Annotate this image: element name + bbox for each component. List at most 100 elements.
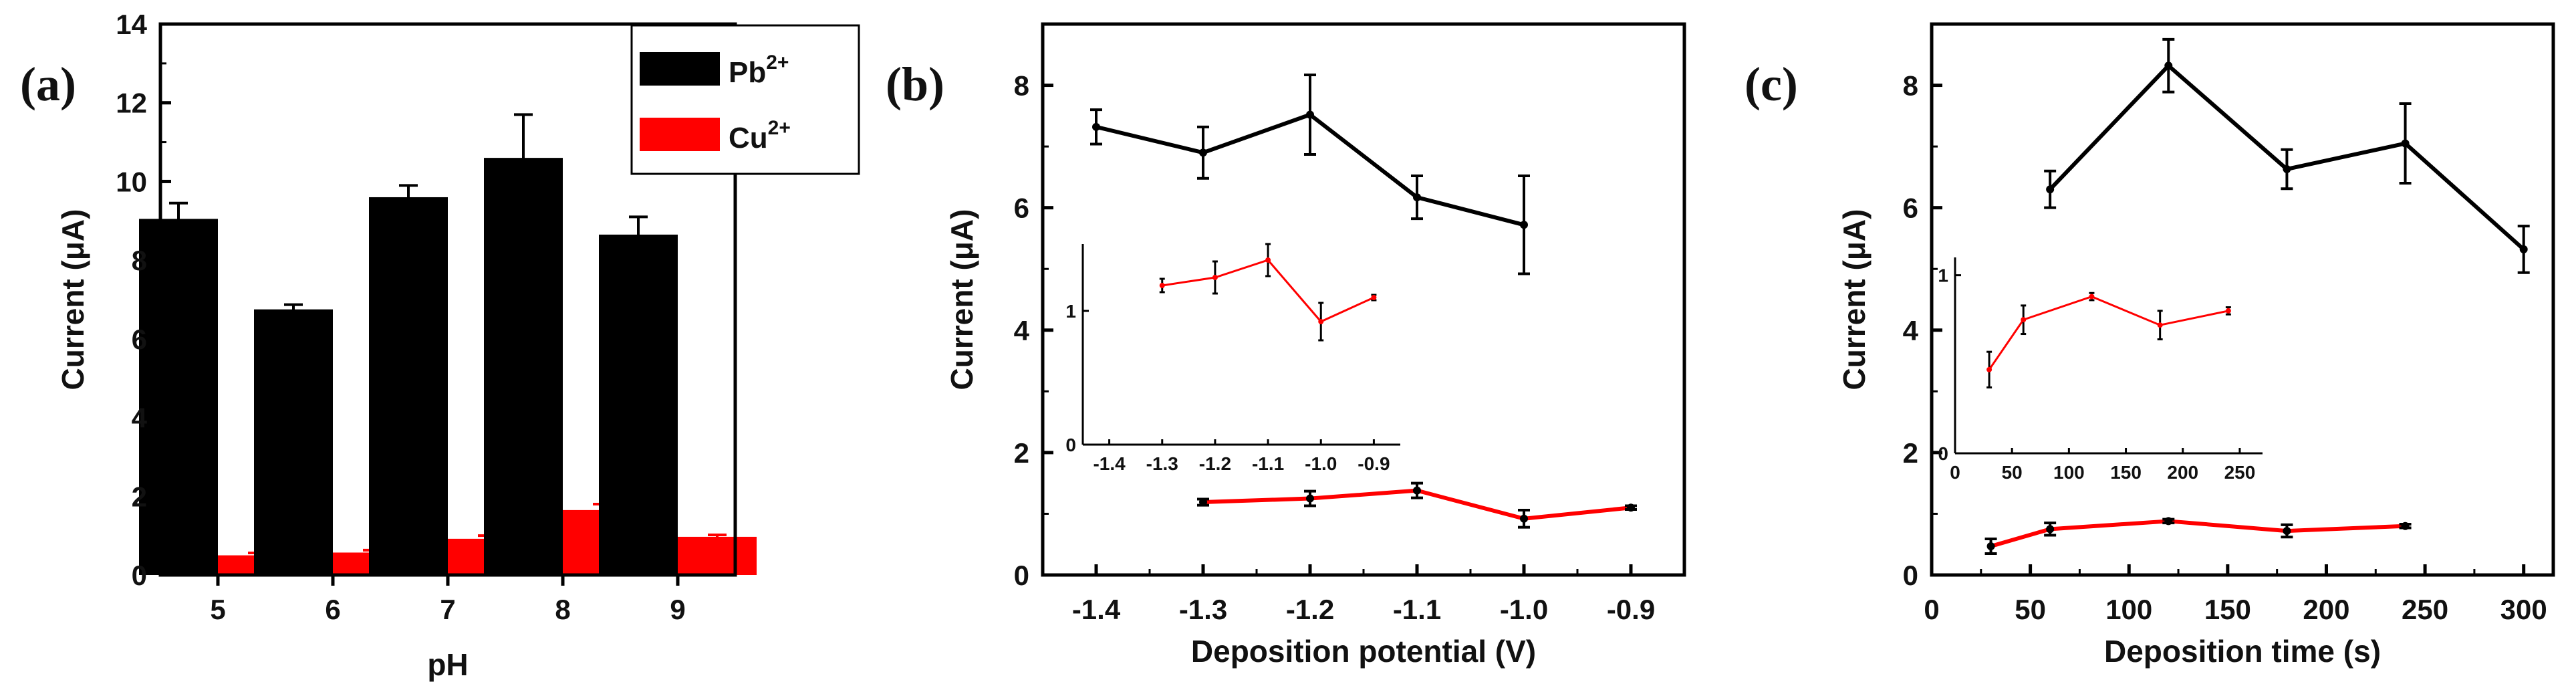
inset-x-tick-label-b--0.9: -0.9 [1358, 453, 1390, 474]
y-tick-label-c-0: 0 [1903, 560, 1918, 591]
data-point-cu-c-1 [2046, 525, 2055, 534]
plot-frame-b [1041, 22, 1686, 577]
inset-data-point-c-2 [2089, 294, 2095, 300]
x-tick-label-a-5: 5 [210, 594, 225, 625]
inset-y-tick-label-b-1: 1 [1065, 301, 1076, 322]
x-tick-label-c-300: 300 [2500, 594, 2547, 625]
legend-a: Pb2+ Cu2+ [630, 24, 860, 175]
inset-data-point-c-3 [2157, 322, 2163, 328]
y-axis-title-b: Current (μA) [944, 209, 979, 390]
y-tick-label-a-14: 14 [116, 9, 147, 40]
inset-x-tick-label-b--1.1: -1.1 [1252, 453, 1284, 474]
inset-data-point-b-1 [1212, 275, 1218, 280]
panel-label-a: (a) [20, 57, 76, 111]
legend-label-cu: Cu2+ [729, 117, 791, 154]
y-tick-label-c-4: 4 [1903, 315, 1919, 346]
x-axis-title-b: Deposition potential (V) [1191, 634, 1536, 669]
x-tick-label-b--1.0: -1.0 [1500, 594, 1548, 625]
x-tick-label-c-200: 200 [2303, 594, 2349, 625]
x-tick-label-b--1.2: -1.2 [1286, 594, 1334, 625]
y-tick-label-a-6: 6 [132, 324, 147, 355]
data-point-pb-b-2 [1306, 110, 1314, 119]
data-point-pb-b-1 [1199, 148, 1207, 157]
panel-label-b: (b) [886, 57, 944, 111]
inset-x-tick-label-c-50: 50 [2002, 462, 2023, 483]
bar-pb-5 [139, 219, 218, 575]
data-point-pb-b-4 [1520, 221, 1528, 229]
data-point-pb-c-3 [2401, 139, 2410, 148]
bar-pb-9 [599, 234, 678, 575]
data-point-pb-c-1 [2164, 62, 2173, 70]
data-point-cu-c-2 [2164, 517, 2173, 526]
data-point-cu-c-3 [2283, 527, 2291, 536]
y-tick-label-c-8: 8 [1903, 70, 1918, 102]
y-tick-label-a-10: 10 [116, 166, 147, 197]
data-point-cu-b-1 [1306, 494, 1314, 503]
data-point-pb-c-0 [2046, 185, 2055, 194]
x-axis-title-c: Deposition time (s) [2104, 634, 2381, 669]
y-axis-title-a: Current (μA) [55, 209, 90, 390]
y-tick-label-c-2: 2 [1903, 437, 1918, 469]
x-tick-label-b--1.4: -1.4 [1072, 594, 1121, 625]
inset-data-point-c-1 [2021, 317, 2027, 323]
x-tick-label-a-6: 6 [325, 594, 340, 625]
legend-swatch-pb [640, 52, 720, 86]
legend-swatch-cu [640, 118, 720, 151]
data-point-cu-b-3 [1520, 514, 1528, 523]
data-point-cu-b-4 [1627, 503, 1635, 512]
inset-x-tick-label-b--1.2: -1.2 [1199, 453, 1231, 474]
bar-pb-7 [369, 197, 448, 575]
inset-x-tick-label-b--1.3: -1.3 [1146, 453, 1178, 474]
legend-label-sup: 2+ [766, 51, 789, 74]
inset-b: 0 1 -1.4 -1.3 -1.2 -1.1 -1.0 -0.9 [1065, 243, 1400, 474]
y-tick-label-b-8: 8 [1014, 70, 1029, 102]
legend-label-sup: 2+ [768, 117, 791, 139]
x-tick-label-c-100: 100 [2105, 594, 2152, 625]
panel-label-c: (c) [1745, 57, 1798, 111]
inset-x-tick-label-c-0: 0 [1950, 462, 1960, 483]
bar-cu-9 [678, 536, 757, 575]
inset-x-tick-label-c-150: 150 [2110, 462, 2142, 483]
data-point-cu-c-4 [2401, 522, 2410, 530]
inset-data-point-b-2 [1265, 257, 1271, 263]
y-tick-label-b-6: 6 [1014, 193, 1029, 224]
inset-x-tick-label-b--1.4: -1.4 [1093, 453, 1126, 474]
y-tick-label-a-12: 12 [116, 88, 147, 119]
inset-data-point-b-0 [1159, 283, 1165, 288]
data-point-pb-c-4 [2519, 245, 2528, 253]
x-tick-label-c-50: 50 [2015, 594, 2046, 625]
plot-frame-c [1930, 22, 2555, 577]
series-line-cu-c [1990, 519, 2406, 548]
data-point-pb-b-0 [1092, 122, 1100, 131]
inset-y-tick-label-b-0: 0 [1065, 435, 1076, 455]
data-point-cu-b-0 [1199, 498, 1207, 507]
x-tick-label-b--0.9: -0.9 [1607, 594, 1655, 625]
x-tick-label-c-250: 250 [2402, 594, 2448, 625]
x-tick-label-b--1.3: -1.3 [1179, 594, 1227, 625]
legend-label-pb: Pb2+ [729, 51, 789, 89]
y-tick-label-a-4: 4 [132, 402, 148, 434]
inset-data-point-c-0 [1986, 366, 1992, 372]
inset-data-point-b-3 [1318, 319, 1324, 324]
data-point-cu-c-0 [1986, 542, 1995, 550]
data-point-pb-b-3 [1413, 193, 1421, 202]
x-tick-label-a-9: 9 [670, 594, 685, 625]
inset-data-point-b-4 [1371, 295, 1377, 300]
y-tick-label-b-4: 4 [1014, 315, 1030, 346]
inset-x-tick-label-c-250: 250 [2224, 462, 2256, 483]
inset-y-tick-label-c-0: 0 [1938, 443, 1948, 464]
y-tick-label-b-0: 0 [1014, 560, 1029, 591]
inset-x-tick-label-b--1.0: -1.0 [1305, 453, 1337, 474]
bar-pb-6 [254, 309, 333, 575]
y-tick-label-a-0: 0 [132, 560, 147, 591]
data-point-pb-c-2 [2283, 164, 2291, 173]
y-axis-title-c: Current (μA) [1837, 209, 1872, 390]
y-tick-label-b-2: 2 [1014, 437, 1029, 469]
data-point-cu-b-2 [1413, 486, 1421, 495]
x-tick-label-b--1.1: -1.1 [1393, 594, 1441, 625]
inset-c: 0 1 0 50 100 150 200 250 [1938, 257, 2263, 483]
x-axis-title-a: pH [427, 647, 468, 682]
x-tick-label-a-8: 8 [555, 594, 570, 625]
